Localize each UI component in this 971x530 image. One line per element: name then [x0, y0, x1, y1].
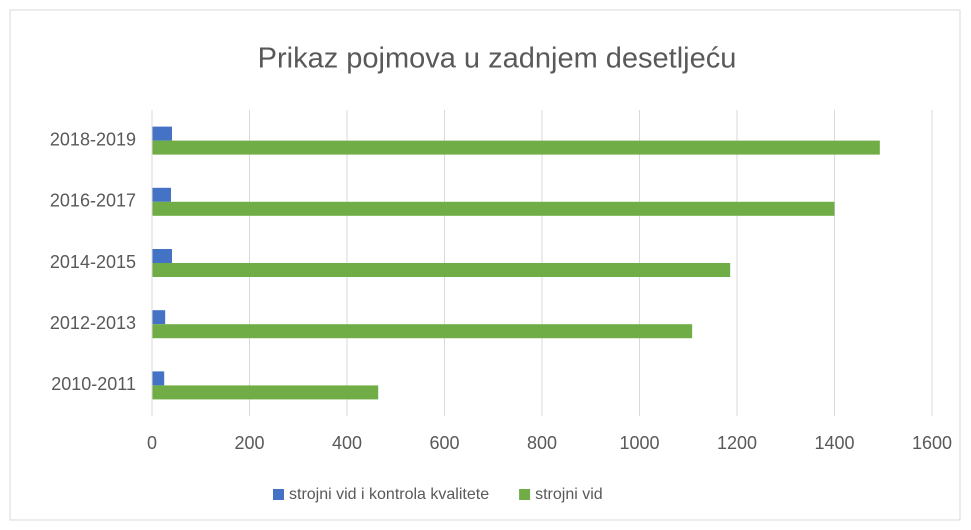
bar — [152, 371, 165, 386]
x-tick-label: 1000 — [619, 433, 659, 453]
chart-title: Prikaz pojmova u zadnjem desetljeću — [258, 43, 737, 75]
legend-swatch — [519, 489, 531, 500]
x-tick-label: 1400 — [814, 433, 854, 453]
bar — [152, 140, 880, 155]
x-tick-label: 400 — [332, 433, 362, 453]
x-tick-label: 1200 — [717, 433, 757, 453]
bar — [152, 310, 166, 325]
y-tick-label: 2010-2011 — [51, 374, 136, 394]
x-tick-label: 200 — [234, 433, 264, 453]
bar — [152, 263, 731, 277]
bar — [152, 126, 172, 141]
bar — [152, 249, 172, 263]
legend-label: strojni vid i kontrola kvalitete — [289, 486, 489, 503]
legend-label: strojni vid — [535, 486, 603, 503]
bar — [152, 187, 172, 202]
y-tick-label: 2012-2013 — [50, 313, 136, 333]
bar — [152, 324, 693, 339]
x-tick-label: 600 — [429, 433, 459, 453]
y-tick-label: 2014-2015 — [50, 252, 136, 272]
y-tick-label: 2018-2019 — [50, 129, 136, 149]
y-tick-label: 2016-2017 — [50, 191, 136, 211]
bar — [152, 385, 379, 400]
legend-swatch — [273, 489, 284, 500]
x-tick-label: 1600 — [912, 433, 952, 453]
bar — [152, 201, 835, 216]
x-tick-label: 800 — [527, 433, 557, 453]
x-tick-label: 0 — [147, 433, 157, 453]
